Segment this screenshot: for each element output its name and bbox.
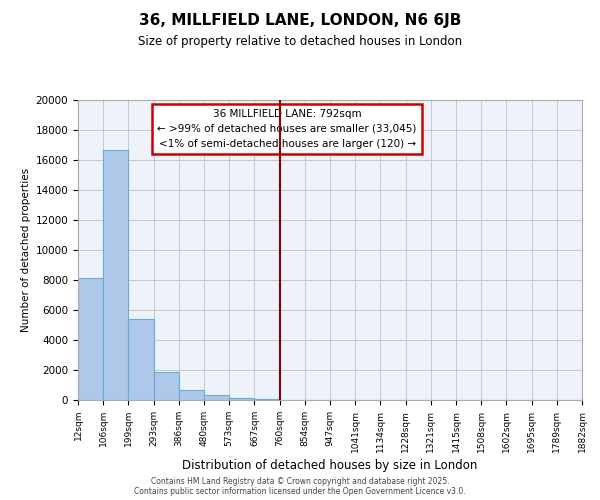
Bar (78, 278, 103, 400)
Bar (204, 395, 229, 400)
X-axis label: Distribution of detached houses by size in London: Distribution of detached houses by size … (182, 459, 478, 472)
Text: Contains public sector information licensed under the Open Government Licence v3: Contains public sector information licen… (134, 487, 466, 496)
Bar (229, 398, 254, 400)
Bar (154, 372, 179, 400)
Text: 36, MILLFIELD LANE, LONDON, N6 6JB: 36, MILLFIELD LANE, LONDON, N6 6JB (139, 12, 461, 28)
Text: 36 MILLFIELD LANE: 792sqm
← >99% of detached houses are smaller (33,045)
<1% of : 36 MILLFIELD LANE: 792sqm ← >99% of deta… (157, 109, 417, 148)
Y-axis label: Number of detached properties: Number of detached properties (22, 168, 31, 332)
Bar (128, 319, 154, 400)
Bar (179, 390, 204, 400)
Bar (103, 150, 128, 400)
Text: Size of property relative to detached houses in London: Size of property relative to detached ho… (138, 35, 462, 48)
Text: Contains HM Land Registry data © Crown copyright and database right 2025.: Contains HM Land Registry data © Crown c… (151, 477, 449, 486)
Bar (254, 398, 280, 400)
